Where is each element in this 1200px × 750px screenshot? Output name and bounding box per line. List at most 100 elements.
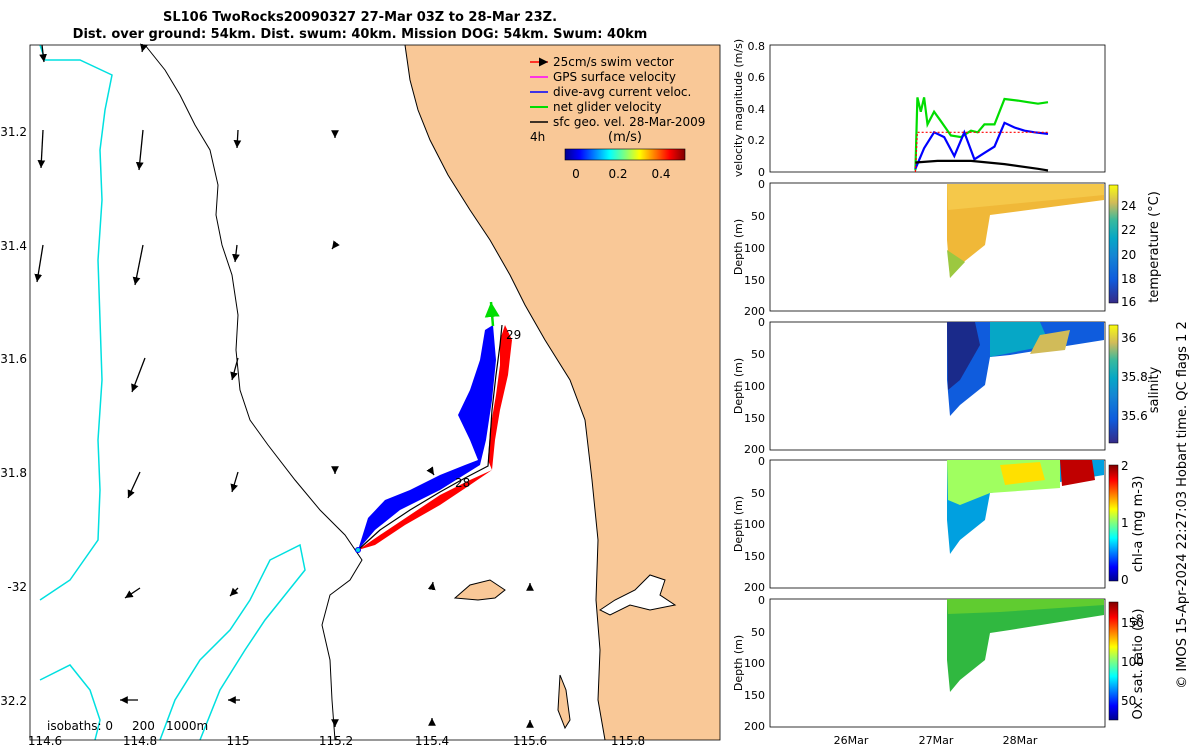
current-velocity-band (358, 325, 496, 550)
map-xtick-3: 115.2 (319, 734, 353, 748)
chla-ytick-3: 150 (744, 550, 765, 563)
geo-velocity-arrows (34, 43, 534, 728)
oxygen-cbar-tick-2: 150 (1121, 616, 1144, 630)
temperature-ytick-2: 100 (744, 242, 765, 255)
oxygen-cbar-tick-1: 100 (1121, 655, 1144, 669)
temperature-cbar-tick-1: 18 (1121, 272, 1136, 286)
temperature-cbar-tick-0: 16 (1121, 295, 1136, 309)
temperature-ylabel: Depth (m) (732, 219, 745, 275)
oxygen-ytick-3: 150 (744, 689, 765, 702)
velocity-ytick-2: 0.4 (748, 103, 766, 116)
swim-vector-band (358, 325, 512, 550)
map-xtick-1: 114.8 (123, 734, 157, 748)
map-legend: 25cm/s swim vector GPS surface velocity … (530, 55, 705, 181)
xtick-27mar: 27Mar (919, 734, 954, 747)
land-mass (405, 45, 720, 740)
oxygen-cbar-tick-0: 50 (1121, 694, 1136, 708)
coastline (404, 44, 606, 741)
salinity-ytick-3: 150 (744, 412, 765, 425)
oxygen-ylabel: Depth (m) (732, 635, 745, 691)
velocity-ytick-0: 0 (758, 166, 765, 179)
title-line1: SL106 TwoRocks20090327 27-Mar 03Z to 28-… (163, 10, 557, 25)
map-xtick-4: 115.4 (415, 734, 449, 748)
chla-section-bloom (1060, 460, 1095, 486)
estuary (599, 574, 677, 616)
xtick-26mar: 26Mar (834, 734, 869, 747)
oxygen-ytick-4: 200 (744, 720, 765, 733)
glider-track (357, 324, 503, 551)
oxygen-colorbar (1108, 601, 1119, 721)
salinity-ytick-4: 200 (744, 443, 765, 456)
legend-gps: GPS surface velocity (553, 70, 676, 84)
map-frame (29, 44, 721, 741)
salinity-cbar-label: salinity (1147, 366, 1162, 413)
oxygen-cbar-label: Ox. sat. ratio (%) (1131, 609, 1146, 720)
map-ytick-4: -32 (7, 580, 27, 594)
velocity-panel: 0 0.2 0.4 0.6 0.8 velocity magnitude (m/… (732, 39, 1106, 179)
salinity-cbar-tick-1: 35.8 (1121, 370, 1148, 384)
oxygen-section-surface (947, 599, 1104, 614)
temperature-cbar-label: temperature (°C) (1147, 191, 1162, 303)
temperature-ytick-0: 0 (758, 178, 765, 191)
legend-geo: sfc geo. vel. 28-Mar-2009 (553, 115, 705, 129)
day-label-28: 28 (455, 476, 470, 490)
velocity-series-current (914, 121, 1049, 170)
credit-text: © IMOS 15-Apr-2024 22:27:03 Hobart time.… (1175, 321, 1190, 688)
velocity-ytick-1: 0.2 (748, 134, 766, 147)
chla-ytick-4: 200 (744, 581, 765, 594)
oxygen-section (947, 599, 1104, 692)
chla-ylabel: Depth (m) (732, 496, 745, 552)
oxygen-ytick-2: 100 (744, 657, 765, 670)
legend-4h: 4h (530, 130, 545, 144)
chla-panel: 0 1 2 chl-a (mg m-3) Depth (m) 0 50 100 … (732, 455, 1146, 594)
xtick-28mar: 28Mar (1003, 734, 1038, 747)
salinity-colorbar (1108, 324, 1119, 444)
day-label-29: 29 (506, 328, 521, 342)
isobaths-200: 200 (132, 719, 155, 733)
map-xtick-5: 115.6 (513, 734, 547, 748)
legend-current: dive-avg current veloc. (553, 85, 691, 99)
chla-cbar-tick-0: 0 (1121, 573, 1129, 587)
temperature-ytick-1: 50 (751, 210, 765, 223)
isobaths-label: isobaths: 0 (47, 719, 113, 733)
map-ytick-1: 31.4 (0, 239, 27, 253)
chla-ytick-2: 100 (744, 518, 765, 531)
temperature-cbar-tick-2: 20 (1121, 248, 1136, 262)
temperature-ytick-3: 150 (744, 274, 765, 287)
oxygen-panel: 50 100 150 Ox. sat. ratio (%) Depth (m) … (732, 594, 1146, 733)
map-panel: 29 28 25cm/s swim vector GPS surface vel… (0, 43, 721, 748)
chla-cbar-tick-2: 2 (1121, 459, 1129, 473)
temperature-ytick-4: 200 (744, 305, 765, 318)
velocity-ylabel: velocity magnitude (m/s) (732, 39, 745, 177)
salinity-section-high (1030, 330, 1070, 354)
garden-island (557, 674, 571, 730)
title-line2: Dist. over ground: 54km. Dist. swum: 40k… (73, 27, 648, 42)
chla-ytick-0: 0 (758, 455, 765, 468)
temperature-section-deep (947, 250, 965, 278)
salinity-section-fresh (947, 322, 980, 390)
isobath-200 (144, 44, 363, 741)
velocity-series-swim (914, 131, 1048, 173)
net-velocity-arrow (484, 301, 500, 327)
map-ytick-5: 32.2 (0, 694, 27, 708)
temperature-colorbar (1108, 184, 1119, 304)
map-ytick-2: 31.6 (0, 352, 27, 366)
temperature-panel: 16 18 20 22 24 temperature (°C) Depth (m… (732, 178, 1162, 318)
isobath-1000 (39, 44, 306, 741)
chla-cbar-tick-1: 1 (1121, 516, 1129, 530)
map-xtick-0: 114.6 (28, 734, 62, 748)
map-colorbar (564, 148, 686, 161)
chla-section-mid (1000, 462, 1045, 485)
salinity-section-mid (990, 322, 1050, 357)
track-start-marker (355, 547, 361, 553)
salinity-panel: 35.6 35.8 36 salinity Depth (m) 0 50 100… (732, 316, 1162, 456)
salinity-ytick-0: 0 (758, 316, 765, 329)
temperature-cbar-tick-4: 24 (1121, 199, 1136, 213)
map-colorbar-tick-1: 0.2 (608, 167, 627, 181)
chla-ytick-1: 50 (751, 487, 765, 500)
legend-net: net glider velocity (553, 100, 661, 114)
map-colorbar-tick-0: 0 (572, 167, 580, 181)
velocity-ytick-3: 0.6 (748, 71, 766, 84)
velocity-frame (769, 44, 1106, 173)
